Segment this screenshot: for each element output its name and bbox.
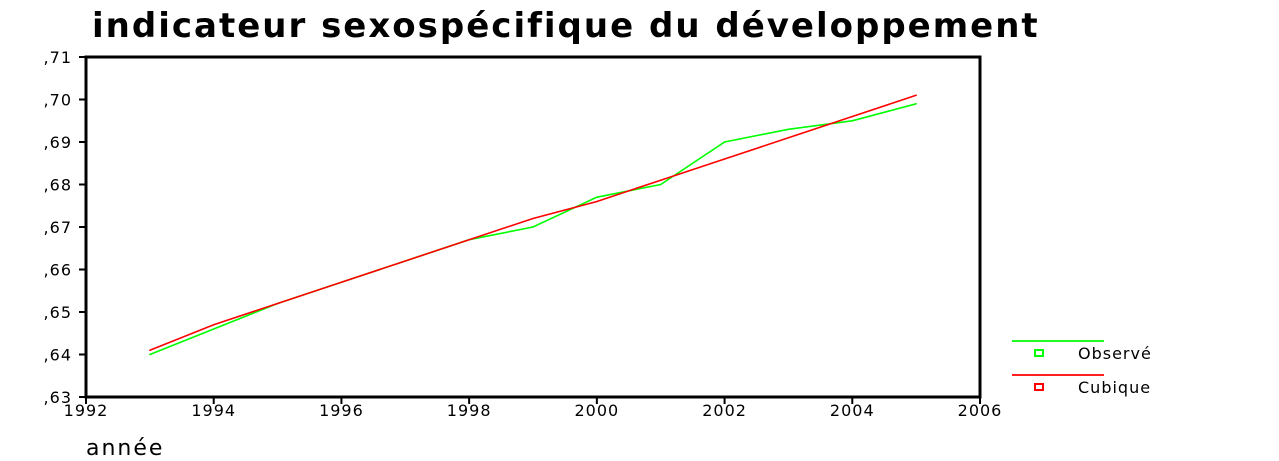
- data-point: [532, 226, 534, 228]
- data-point: [915, 102, 917, 105]
- axis-ticks: 1992 1994 1996 1998 2000 2002 2004 2006 ,63 ,64 ,6…: [44, 48, 1003, 420]
- data-point: [276, 302, 279, 305]
- data-point: [596, 200, 598, 203]
- data-point: [468, 238, 470, 241]
- data-point: [723, 141, 726, 143]
- x-tick-label: 1998: [447, 401, 492, 420]
- x-tick-label: 2000: [574, 401, 619, 420]
- data-point: [659, 179, 662, 182]
- y-tick-label: ,70: [44, 91, 72, 110]
- chart-title: indicateur sexospécifique du développeme…: [92, 6, 1040, 46]
- data-point: [212, 323, 215, 326]
- y-tick-label: ,66: [44, 261, 72, 280]
- y-tick-label: ,63: [44, 388, 72, 407]
- data-point: [723, 158, 726, 160]
- x-tick-label: 2002: [702, 401, 747, 420]
- series-line-2: [149, 94, 917, 351]
- data-point: [212, 328, 215, 330]
- data-point: [532, 217, 534, 220]
- data-point: [149, 349, 151, 352]
- y-tick-label: ,68: [44, 176, 72, 195]
- series-line-1: [149, 103, 917, 356]
- data-point: [404, 260, 407, 262]
- x-tick-label: 1996: [319, 401, 364, 420]
- x-tick-label: 2004: [830, 401, 875, 420]
- data-point: [851, 119, 854, 122]
- x-axis-label: année: [86, 436, 165, 461]
- y-tick-label: ,64: [44, 346, 72, 365]
- data-point: [149, 353, 151, 356]
- x-tick-label: 2006: [958, 401, 1003, 420]
- legend-label-2: Cubique: [1078, 378, 1151, 397]
- data-point: [787, 128, 790, 131]
- legend: Observé Cubique: [1012, 340, 1152, 397]
- y-tick-label: ,67: [44, 218, 72, 237]
- data-point: [851, 115, 854, 118]
- data-point: [915, 94, 917, 97]
- legend-marker-1: [1034, 349, 1044, 357]
- legend-label-1: Observé: [1078, 344, 1152, 363]
- y-tick-label: ,69: [44, 133, 72, 152]
- data-point: [659, 183, 662, 186]
- x-tick-label: 1994: [191, 401, 236, 420]
- series-lines: [149, 94, 917, 356]
- data-point: [787, 136, 790, 139]
- data-point: [340, 281, 343, 284]
- y-tick-label: ,65: [44, 303, 72, 322]
- data-point: [596, 196, 598, 199]
- y-tick-label: ,71: [44, 48, 72, 67]
- x-tick-label: 1992: [64, 401, 109, 420]
- legend-marker-2: [1034, 383, 1044, 391]
